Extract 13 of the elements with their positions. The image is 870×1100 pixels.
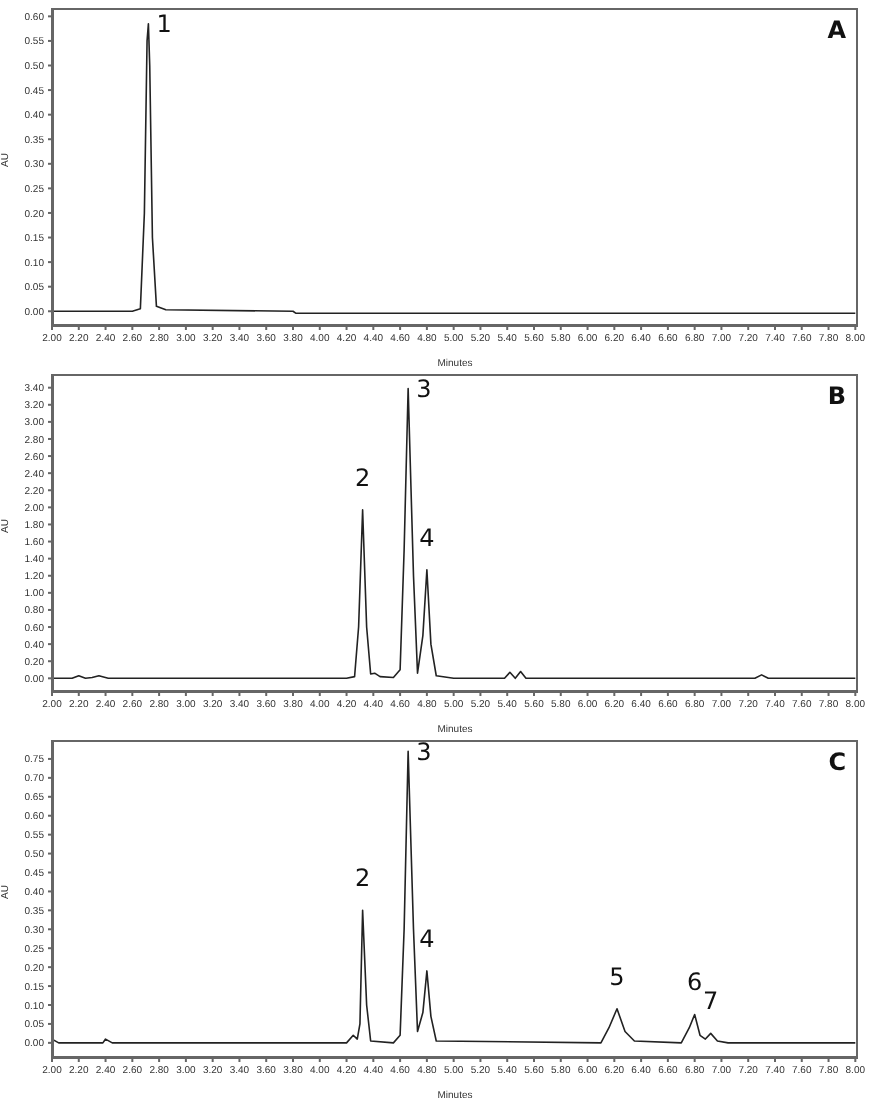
annotation: 1	[156, 10, 172, 39]
chart-title: C	[828, 748, 846, 776]
annotation: 6	[687, 968, 703, 997]
annotation: 2	[354, 864, 371, 893]
annotation: 5	[609, 962, 625, 991]
annotation: 3	[416, 375, 432, 404]
annotation: 7	[703, 987, 719, 1016]
annotation: 2	[354, 463, 371, 492]
chart-title: B	[827, 382, 846, 410]
annotation: 3	[416, 737, 432, 766]
annotation: 4	[419, 924, 435, 953]
annotation: 4	[419, 523, 435, 552]
chart-title: A	[827, 16, 846, 44]
